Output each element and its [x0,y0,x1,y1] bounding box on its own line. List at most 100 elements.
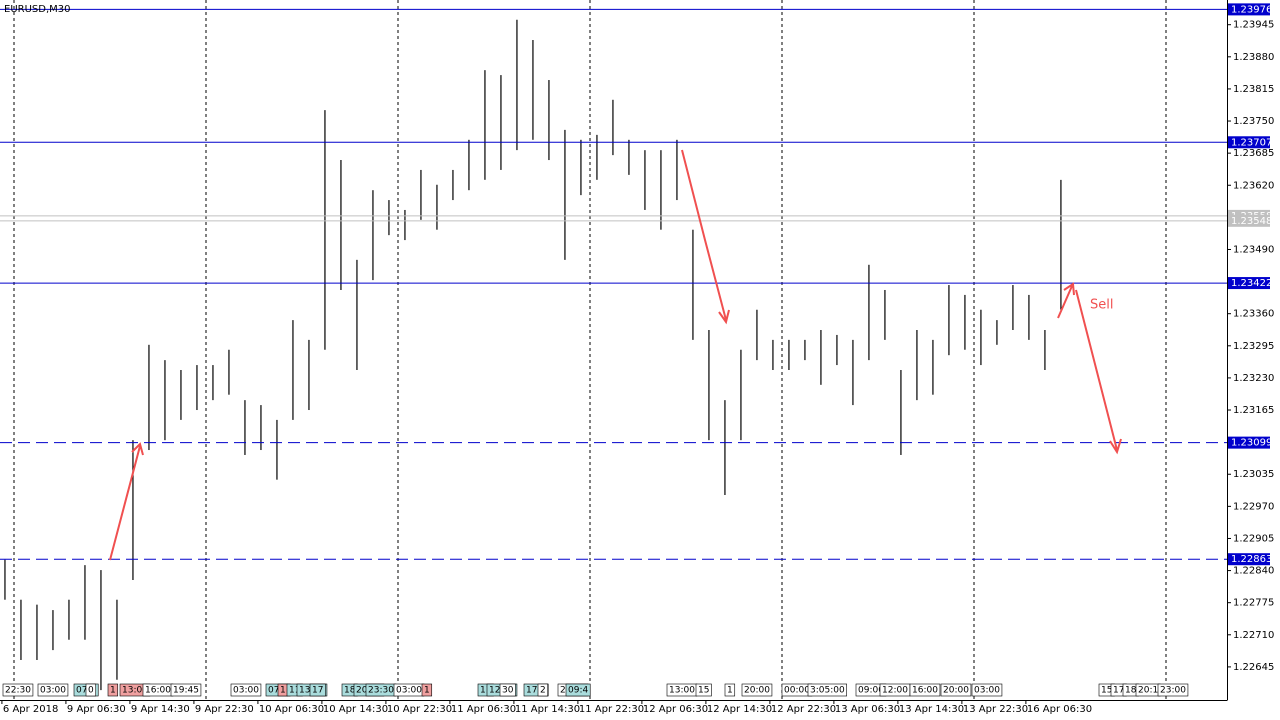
session-label: 18 [1125,686,1137,696]
session-labels: 22:3003:0007:00113:0016:0019:4503:0007:0… [2,683,1189,697]
session-label: 03:00 [233,686,259,696]
session-box [230,683,262,697]
session-box [309,683,326,697]
y-tick-label: 1.23165 [1233,405,1274,416]
session-box [85,683,97,697]
session-label: 20:00 [943,686,969,696]
level-tag-label: 1.23099 [1231,438,1272,449]
x-tick-label: 12 Apr 06:30 [643,704,708,715]
y-tick-label: 1.23750 [1233,116,1274,127]
session-label: 18 [344,686,356,696]
session-label: 03:00 [396,686,422,696]
y-tick-label: 1.23945 [1233,20,1274,31]
levels: 1.235581.235481.239761.237071.234221.230… [0,3,1272,566]
arrow [681,149,730,325]
session-label: 09:00 [858,686,884,696]
session-label: 17:3 [526,686,546,696]
session-label: 20:1 [1138,686,1158,696]
y-tick-label: 1.23360 [1233,309,1274,320]
session-box [537,683,549,697]
session-label: 11 [289,686,300,696]
x-tick-label: 13 Apr 22:30 [963,704,1028,715]
y-tick-label: 1.23880 [1233,52,1274,63]
y-tick-label: 1.22645 [1233,662,1274,673]
arrow [1075,289,1122,455]
x-tick-label: 9 Apr 06:30 [67,704,126,715]
y-tick-label: 1.23295 [1233,341,1274,352]
session-label: 11 [480,686,491,696]
session-label: 13:00 [669,686,695,696]
price-tag-label: 1.23548 [1231,216,1272,227]
session-label: 13:00 [122,686,148,696]
y-tick-label: 1.22970 [1233,501,1274,512]
chart-title: EURUSD,M30 [4,4,70,15]
day-separators [13,0,1167,700]
annotation: Sell [1090,298,1113,313]
x-tick-label: 12 Apr 22:30 [771,704,836,715]
level-tag-label: 1.23422 [1231,278,1272,289]
session-box [107,683,119,697]
level-tag [1228,277,1270,290]
session-label: 1 [424,686,430,696]
session-label: 17 [1113,686,1124,696]
arrow [1057,282,1075,319]
y-tick-label: 1.23230 [1233,373,1274,384]
x-tick-label: 11 Apr 22:30 [579,704,644,715]
y-tick-label: 1.23035 [1233,469,1274,480]
arrow [109,442,144,561]
price-tag [1228,214,1270,227]
y-tick-label: 1.22710 [1233,630,1274,641]
session-label: 2 [540,686,546,696]
x-tick-label: 13 Apr 14:30 [899,704,964,715]
x-tick-label: 10 Apr 14:30 [323,704,388,715]
level-tag-label: 1.22863 [1231,554,1272,565]
session-label: 23:00 [1160,686,1186,696]
x-tick-label: 11 Apr 06:30 [451,704,516,715]
session-box [971,683,1003,697]
level-tag-label: 1.23976 [1231,4,1272,15]
y-tick-label: 1.22905 [1233,533,1274,544]
session-label: 15 [1101,686,1112,696]
level-tag [1228,436,1270,449]
session-label: 17 [312,686,323,696]
session-box [565,683,591,697]
session-label: 16:00 [145,686,171,696]
session-label: 00:00 [784,686,810,696]
x-tick-label: 10 Apr 22:30 [387,704,452,715]
arrows [109,149,1122,561]
session-label: 12:00 [882,686,908,696]
y-tick-label: 1.22775 [1233,598,1274,609]
x-tick-label: 12 Apr 14:30 [707,704,772,715]
session-box [807,683,848,697]
session-label: 20:00 [744,686,770,696]
session-label: 0 [88,686,94,696]
session-label: 03:00 [974,686,1000,696]
session-box [499,683,516,697]
x-tick-label: 11 Apr 14:30 [515,704,580,715]
y-tick-label: 1.23815 [1233,84,1274,95]
session-label: 3:05:00 [810,686,845,696]
session-box [2,683,34,697]
session-label: 23:30 [368,686,394,696]
level-tag-label: 1.23707 [1231,137,1272,148]
y-tick-label: 1.23490 [1233,244,1274,255]
y-tick-label: 1.23620 [1233,180,1274,191]
session-box [421,683,433,697]
x-tick-label: 9 Apr 22:30 [195,704,254,715]
x-tick-label: 6 Apr 2018 [3,704,58,715]
x-tick-label: 13 Apr 06:30 [835,704,900,715]
level-tag [1228,3,1270,16]
bars [4,19,1062,691]
session-box [170,683,202,697]
x-tick-label: 16 Apr 06:30 [1027,704,1092,715]
level-tag [1228,553,1270,566]
session-label: 15 [698,686,709,696]
x-tick-label: 9 Apr 14:30 [131,704,190,715]
session-box [724,683,736,697]
session-box [695,683,712,697]
session-box [909,683,941,697]
session-label: 30 [502,686,514,696]
level-tag [1228,136,1270,149]
